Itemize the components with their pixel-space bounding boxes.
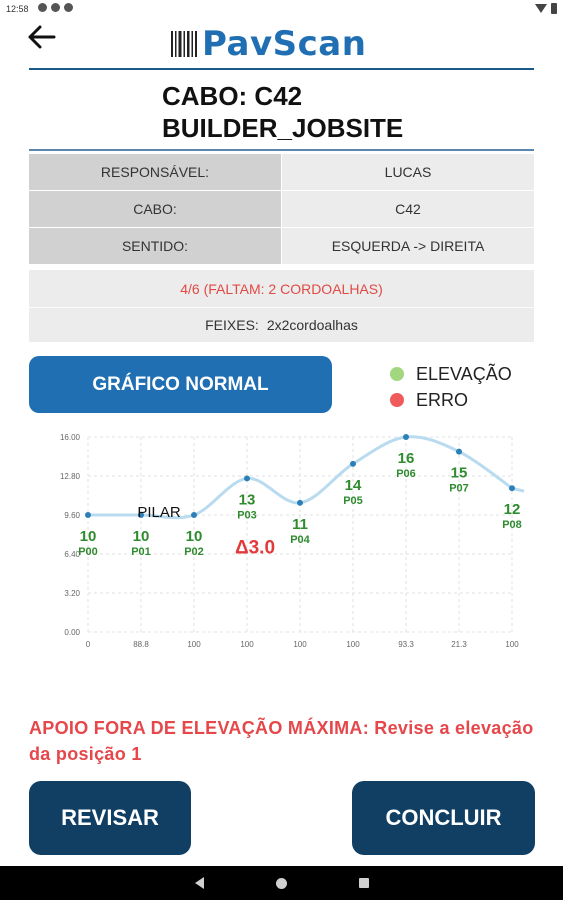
page-title: CABO: C42 BUILDER_JOBSITE <box>162 80 403 144</box>
notification-icon <box>64 3 73 12</box>
missing-strands-text: 4/6 (FALTAM: 2 CORDOALHAS) <box>29 270 534 308</box>
x-tick-label: 21.3 <box>451 640 467 649</box>
x-tick-label: 100 <box>346 640 360 649</box>
back-arrow-icon[interactable] <box>26 22 60 52</box>
data-point <box>191 512 197 518</box>
legend-item-elevation: ELEVAÇÃO <box>390 361 512 387</box>
review-button[interactable]: REVISAR <box>29 781 191 855</box>
x-tick-label: 100 <box>293 640 307 649</box>
legend-label: ELEVAÇÃO <box>416 363 512 384</box>
data-value-label: 14 <box>345 477 362 494</box>
cable-title: CABO: C42 <box>162 81 303 111</box>
legend-elevation-dot <box>390 367 404 381</box>
info-value: LUCAS <box>282 154 534 190</box>
point-id-label: P01 <box>131 546 151 558</box>
info-row-responsible: RESPONSÁVEL: LUCAS <box>29 154 534 190</box>
point-id-label: P03 <box>237 509 257 521</box>
y-tick-label: 6.40 <box>64 550 80 559</box>
data-value-label: 10 <box>80 528 97 545</box>
point-id-label: P08 <box>502 519 522 531</box>
notification-icons <box>38 3 73 12</box>
pillar-annotation: PILAR <box>137 504 181 521</box>
y-tick-label: 3.20 <box>64 589 80 598</box>
nav-home-icon[interactable] <box>275 877 287 889</box>
notification-icon <box>51 3 60 12</box>
status-bar: 12:58 <box>0 0 563 20</box>
barcode-icon <box>171 31 197 57</box>
data-point <box>456 448 462 455</box>
title-divider <box>29 149 534 151</box>
wifi-icon <box>535 4 547 13</box>
point-id-label: P06 <box>396 468 416 480</box>
info-row-cable: CABO: C42 <box>29 191 534 227</box>
warning-message: APOIO FORA DE ELEVAÇÃO MÁXIMA: Revise a … <box>29 718 534 764</box>
y-tick-label: 16.00 <box>60 433 81 442</box>
data-value-label: 13 <box>239 491 256 508</box>
legend-label: ERRO <box>416 389 469 410</box>
info-table: RESPONSÁVEL: LUCAS CABO: C42 SENTIDO: ES… <box>29 154 534 265</box>
data-point <box>138 512 144 518</box>
chart-mode-button[interactable]: GRÁFICO NORMAL <box>29 356 332 413</box>
info-key: CABO: <box>29 191 281 227</box>
elevation-chart: 0.00 3.20 6.40 9.60 12.80 16.00 0 88.8 100 100 100… <box>60 433 525 649</box>
x-tick-label: 100 <box>187 640 201 649</box>
nav-back-icon[interactable] <box>194 877 204 889</box>
info-key: RESPONSÁVEL: <box>29 154 281 190</box>
data-value-label: 10 <box>133 528 150 545</box>
info-value: ESQUERDA -> DIREITA <box>282 228 534 264</box>
bundles-row: FEIXES: 2x2cordoalhas <box>29 308 534 342</box>
header-divider <box>29 68 534 70</box>
point-id-label: P04 <box>290 534 310 546</box>
finish-button[interactable]: CONCLUIR <box>352 781 535 855</box>
status-time: 12:58 <box>6 4 29 14</box>
data-point <box>350 460 356 467</box>
data-value-label: 11 <box>292 516 308 533</box>
app-name: PavScan <box>202 24 367 64</box>
battery-icon <box>551 3 557 14</box>
chart-legend: ELEVAÇÃO ERRO <box>390 361 512 413</box>
point-id-label: P02 <box>184 546 204 558</box>
legend-error-dot <box>390 393 404 407</box>
data-value-label: 10 <box>186 528 203 545</box>
bundles-label: FEIXES: <box>205 317 259 333</box>
info-row-direction: SENTIDO: ESQUERDA -> DIREITA <box>29 228 534 264</box>
jobsite-title: BUILDER_JOBSITE <box>162 113 404 143</box>
x-tick-label: 100 <box>240 640 254 649</box>
nav-recents-icon[interactable] <box>358 878 369 888</box>
data-value-label: 16 <box>398 450 415 467</box>
app-logo: PavScan <box>170 22 366 66</box>
point-id-label: P05 <box>343 495 363 507</box>
y-tick-label: 9.60 <box>64 511 80 520</box>
x-tick-label: 93.3 <box>398 640 414 649</box>
legend-item-error: ERRO <box>390 387 512 413</box>
data-value-label: 12 <box>504 501 521 518</box>
point-id-label: P07 <box>449 483 469 495</box>
point-id-label: P00 <box>78 546 98 558</box>
info-value: C42 <box>282 191 534 227</box>
system-icons <box>535 3 557 14</box>
data-point <box>509 485 515 492</box>
data-point <box>244 475 250 482</box>
info-key: SENTIDO: <box>29 228 281 264</box>
data-point <box>85 512 91 518</box>
data-point <box>297 499 303 506</box>
notification-icon <box>38 3 47 12</box>
data-value-label: 15 <box>451 465 468 482</box>
bundles-value: 2x2cordoalhas <box>266 317 358 333</box>
x-tick-label: 88.8 <box>133 640 149 649</box>
system-nav-bar <box>0 866 563 900</box>
x-tick-label: 100 <box>505 640 519 649</box>
error-delta-annotation: Δ3.0 <box>235 537 275 558</box>
y-tick-label: 12.80 <box>60 472 81 481</box>
y-tick-label: 0.00 <box>64 628 80 637</box>
progress-box: 4/6 (FALTAM: 2 CORDOALHAS) FEIXES: 2x2co… <box>29 270 534 342</box>
data-point <box>403 434 409 440</box>
x-tick-label: 0 <box>86 640 91 649</box>
